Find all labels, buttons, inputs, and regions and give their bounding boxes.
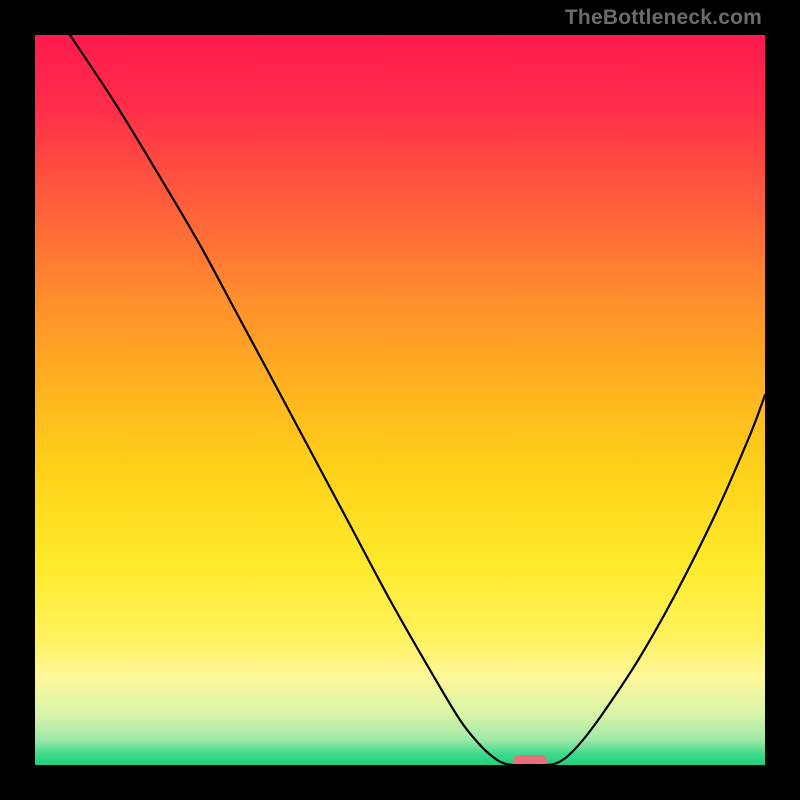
watermark-text: TheBottleneck.com — [565, 6, 762, 30]
plot-area — [35, 35, 765, 765]
min-marker — [513, 755, 547, 765]
curve-layer — [35, 35, 765, 765]
chart-frame: TheBottleneck.com — [0, 0, 800, 800]
bottleneck-curve — [70, 35, 765, 765]
